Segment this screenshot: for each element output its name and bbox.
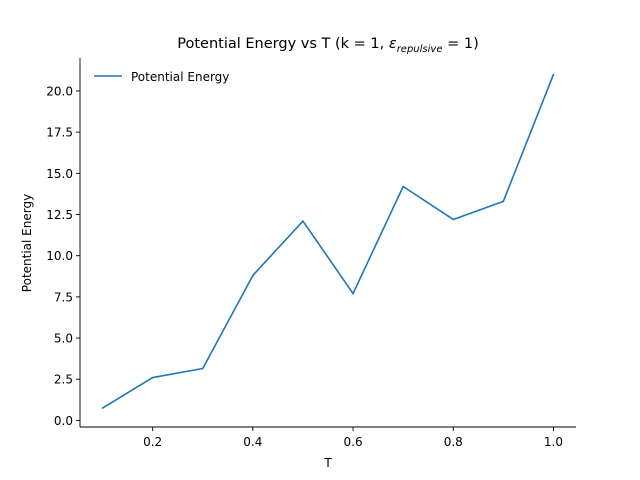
series-line-0 (102, 74, 555, 409)
chart-title-symbol: ε (389, 36, 397, 52)
data-point (402, 185, 404, 188)
legend-label: Potential Energy (131, 70, 229, 84)
y-axis-label: Potential Energy (20, 194, 34, 292)
chart-title-subscript: repulsive (397, 44, 443, 55)
y-tick-label: 7.5 (54, 290, 73, 304)
y-tick-label: 20.0 (46, 84, 73, 98)
data-point (101, 407, 104, 409)
x-tick-label: 0.2 (143, 435, 162, 449)
data-point (352, 292, 354, 295)
y-tick-label: 5.0 (54, 332, 73, 346)
chart-title: Potential Energy vs T (k = 1, εrepulsive… (177, 36, 478, 55)
data-point (502, 200, 505, 203)
data-point (302, 220, 304, 222)
y-tick-label: 2.5 (54, 373, 73, 387)
legend: Potential Energy (94, 70, 229, 84)
y-tick-label: 12.5 (46, 208, 73, 222)
plot-area: 0.2 0.4 0.6 0.8 1.0 0.0 2.5 5.0 7.5 10.0 12.5 15.0 1… (46, 58, 576, 449)
x-tick-label: 0.8 (444, 435, 463, 449)
y-tick-label: 0.0 (54, 414, 73, 428)
data-point (201, 367, 204, 370)
y-tick-label: 15.0 (46, 167, 73, 181)
data-point (452, 218, 455, 221)
chart-title-main: Potential Energy vs T (k = 1, (177, 36, 389, 52)
chart-title-end: = 1) (442, 36, 478, 52)
x-tick-label: 1.0 (544, 435, 563, 449)
x-tick-label: 0.6 (344, 435, 363, 449)
data-point (151, 376, 154, 379)
x-axis-label: T (323, 456, 332, 470)
data-point (552, 73, 555, 76)
data-point (252, 274, 254, 277)
x-tick-label: 0.4 (243, 435, 262, 449)
y-tick-label: 17.5 (46, 126, 73, 140)
y-tick-label: 10.0 (46, 249, 73, 263)
